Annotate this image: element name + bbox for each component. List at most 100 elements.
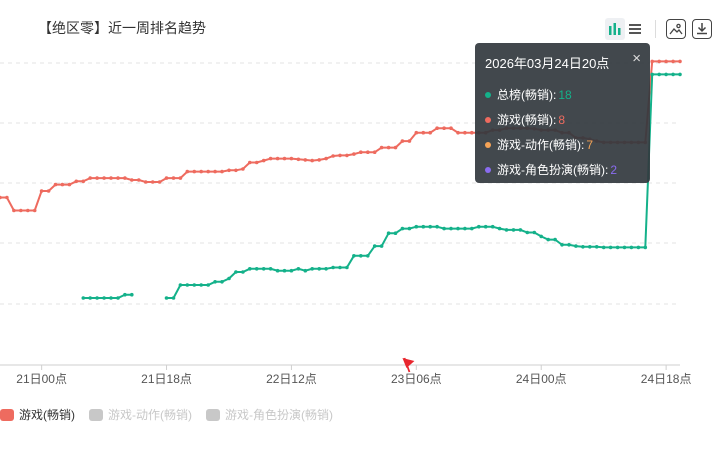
data-point	[88, 176, 92, 180]
legend-item[interactable]: 游戏(畅销)	[0, 406, 75, 423]
x-axis: 21日00点 21日18点 22日12点 23日06点 24日00点 24日18点	[0, 364, 691, 386]
data-point	[532, 230, 537, 235]
save-image-button[interactable]	[666, 19, 686, 39]
data-point	[185, 169, 190, 174]
data-point	[664, 72, 668, 77]
data-point	[261, 267, 266, 271]
data-point	[525, 230, 530, 235]
data-point	[629, 245, 634, 250]
tooltip-label: 游戏-动作(畅销):	[497, 138, 585, 152]
data-tooltip: 2026年03月24日20点 × 总榜(畅销): 18 游戏(畅销): 8 游戏-动作(…	[475, 43, 650, 183]
data-point	[657, 72, 661, 77]
data-point	[164, 296, 169, 300]
data-point	[546, 237, 550, 242]
data-point	[594, 245, 599, 249]
tooltip-row: 总榜(畅销): 18	[485, 82, 640, 107]
data-point	[192, 169, 197, 174]
data-point	[400, 226, 405, 231]
data-point	[331, 265, 335, 270]
data-point	[39, 189, 44, 193]
data-point	[435, 224, 439, 229]
legend-label: 游戏-角色扮演(畅销)	[225, 408, 333, 422]
close-icon[interactable]: ×	[632, 50, 641, 67]
data-point	[414, 130, 419, 135]
data-point	[310, 267, 315, 271]
legend-swatch	[206, 408, 220, 421]
series-dot	[485, 91, 491, 98]
data-point	[601, 245, 606, 250]
data-point	[275, 156, 280, 161]
data-point	[456, 130, 460, 135]
event-flag[interactable]	[402, 357, 415, 373]
data-point	[192, 283, 197, 287]
data-point	[442, 226, 446, 231]
chart-toolbar	[605, 17, 712, 41]
data-point	[574, 244, 578, 248]
data-point	[678, 59, 682, 64]
legend-item[interactable]: 游戏-角色扮演(畅销)	[206, 406, 333, 423]
legend-item[interactable]: 游戏-动作(畅销)	[89, 406, 192, 423]
data-point	[650, 59, 654, 64]
data-point	[289, 268, 294, 273]
data-point	[608, 245, 613, 250]
data-point	[581, 245, 585, 249]
tooltip-value: 2	[610, 162, 618, 177]
data-point	[81, 296, 86, 300]
data-point	[67, 182, 72, 187]
data-point	[650, 72, 654, 77]
download-icon	[697, 23, 707, 35]
x-tick-label: 22日12点	[266, 372, 317, 386]
data-point	[12, 208, 16, 213]
flag-pole	[403, 357, 411, 373]
data-point	[379, 244, 384, 248]
data-point	[137, 178, 141, 182]
data-point	[60, 182, 65, 187]
data-point	[643, 245, 648, 250]
data-point	[428, 224, 433, 229]
data-point	[366, 254, 370, 258]
tooltip-title: 2026年03月24日20点	[485, 56, 610, 71]
bar-view-button[interactable]	[605, 18, 625, 40]
image-icon	[669, 23, 683, 35]
data-point	[88, 296, 92, 300]
data-point	[490, 224, 495, 229]
data-point	[268, 267, 273, 271]
data-point	[372, 244, 377, 248]
list-view-button[interactable]	[625, 18, 645, 40]
data-point	[449, 126, 453, 130]
data-point	[171, 176, 176, 180]
data-point	[296, 157, 301, 162]
data-point	[588, 245, 592, 249]
bar-chart-icon	[609, 23, 621, 35]
data-point	[386, 145, 391, 150]
data-point	[123, 176, 127, 180]
data-point	[338, 265, 342, 270]
data-point	[220, 280, 224, 284]
data-point	[483, 224, 488, 229]
download-button[interactable]	[692, 19, 712, 39]
data-point	[220, 169, 224, 174]
data-point	[421, 224, 426, 229]
data-point	[227, 168, 231, 173]
data-point	[213, 169, 217, 174]
data-point	[678, 72, 682, 77]
data-point	[303, 268, 308, 273]
data-point	[109, 296, 113, 300]
data-point	[241, 167, 245, 171]
data-point	[303, 158, 308, 162]
data-point	[130, 178, 134, 182]
data-point	[331, 154, 335, 158]
data-point	[463, 130, 467, 135]
data-point	[95, 296, 99, 300]
toolbar-divider	[655, 20, 656, 38]
data-point	[352, 254, 356, 258]
data-point	[74, 179, 79, 184]
data-point	[511, 228, 516, 232]
data-point	[0, 195, 2, 200]
data-point	[470, 130, 474, 135]
data-point	[359, 254, 363, 258]
series-dot	[485, 166, 491, 173]
data-point	[130, 292, 134, 297]
tooltip-value: 18	[558, 87, 572, 102]
data-point	[560, 243, 564, 247]
